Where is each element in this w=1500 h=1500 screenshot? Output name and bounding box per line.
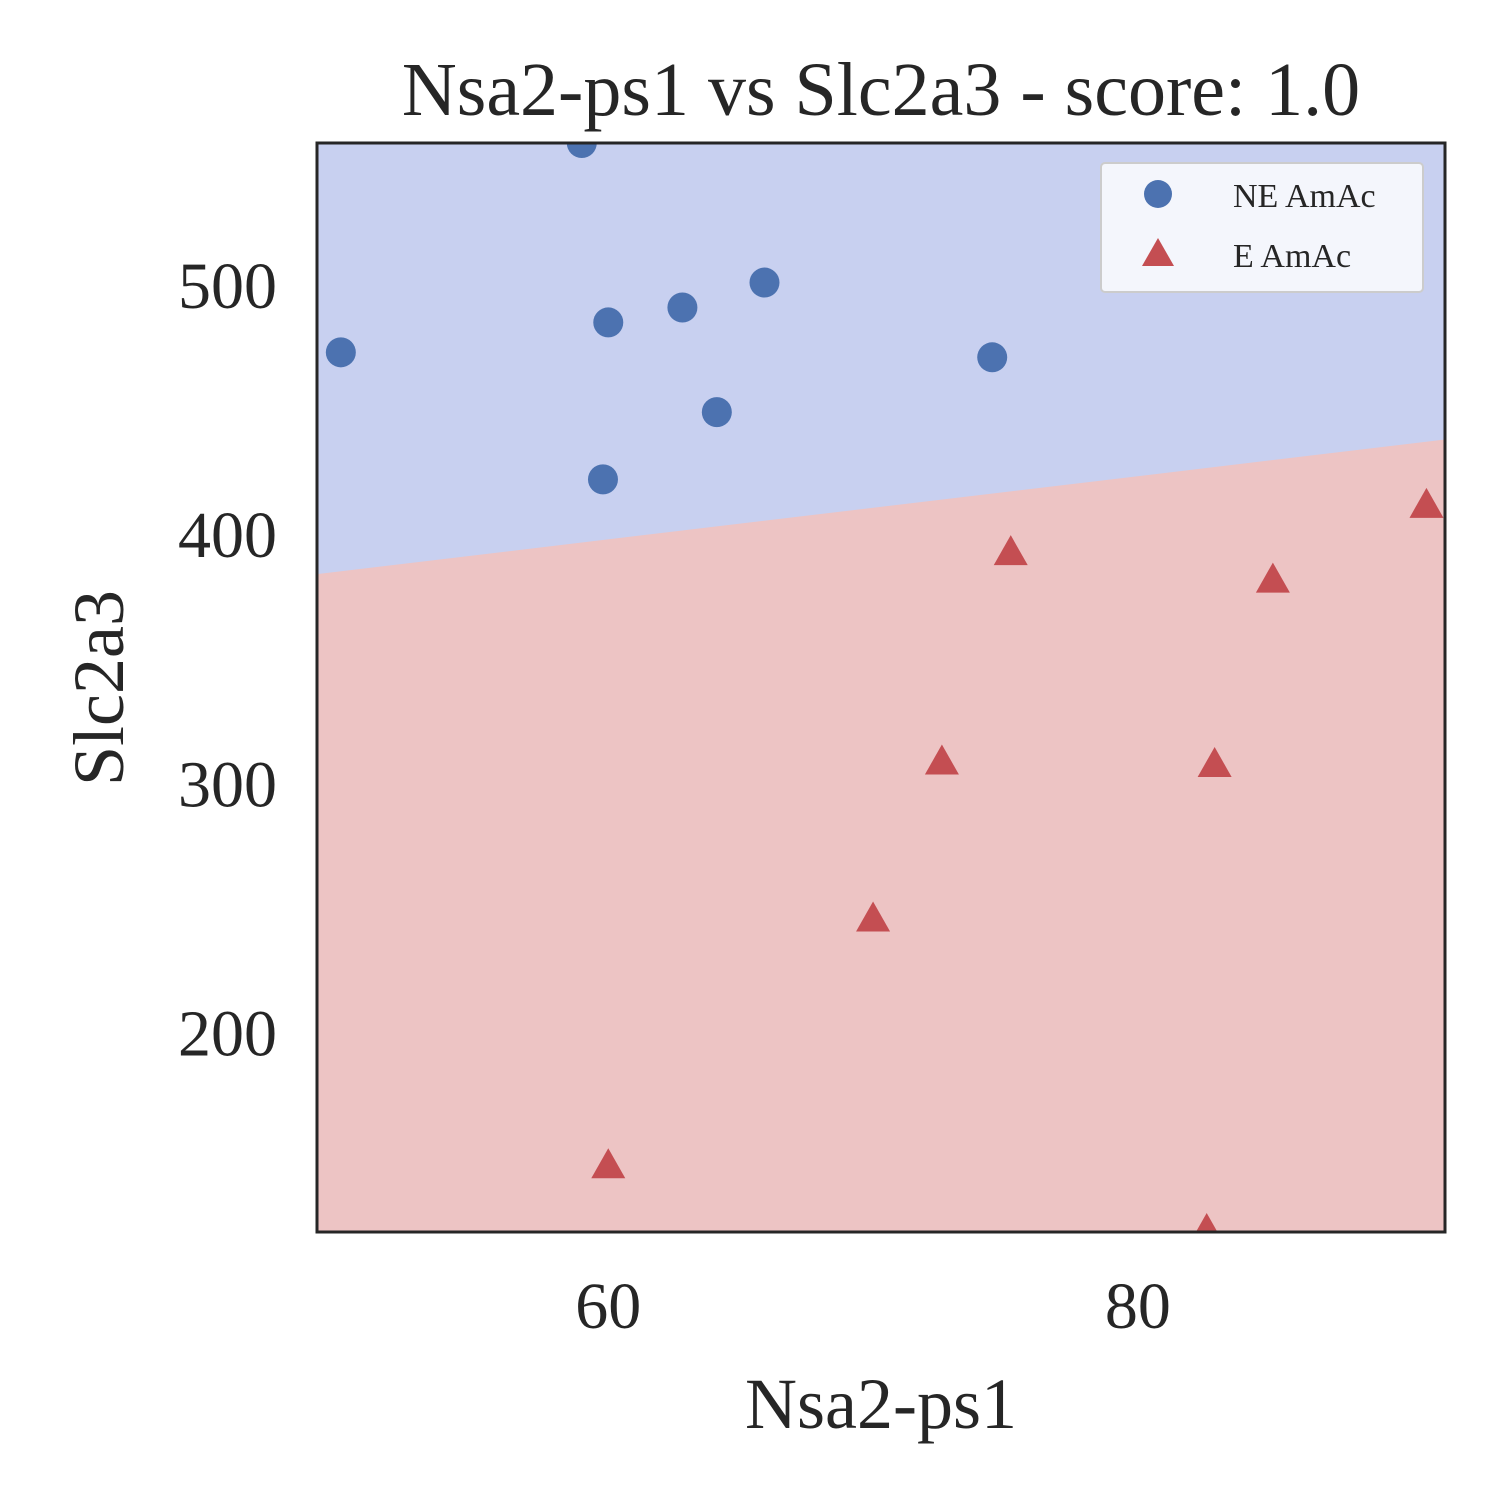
e-amac-point <box>856 901 891 932</box>
x-axis-label: Nsa2-ps1 <box>745 1364 1017 1444</box>
legend-marker-e <box>1142 238 1174 266</box>
y-tick-label: 400 <box>178 499 277 572</box>
x-tick-label: 80 <box>1105 1270 1171 1343</box>
legend-marker-ne <box>1144 180 1172 208</box>
y-tick-label: 500 <box>178 250 277 323</box>
ne-amac-point <box>749 267 780 298</box>
ne-amac-point <box>701 397 732 428</box>
plot-frame <box>315 141 1447 1234</box>
e-amac-point <box>993 535 1028 566</box>
e-region <box>317 439 1445 1232</box>
points-layer <box>325 143 1444 1232</box>
ne-amac-point <box>325 337 356 368</box>
chart-title: Nsa2-ps1 vs Slc2a3 - score: 1.0 <box>402 48 1360 132</box>
y-ticks: 200 300 400 500 <box>178 250 277 1071</box>
ne-amac-point <box>587 464 618 495</box>
ne-amac-point <box>667 292 698 323</box>
y-tick-label: 200 <box>178 998 277 1071</box>
legend-label-ne: NE AmAc <box>1233 178 1376 215</box>
e-amac-point <box>1255 562 1290 593</box>
e-amac-point <box>1409 487 1444 518</box>
y-axis-label: Slc2a3 <box>59 590 139 786</box>
e-amac-point <box>1197 746 1232 777</box>
y-tick-label: 300 <box>178 748 277 821</box>
e-amac-point <box>924 744 959 775</box>
x-tick-label: 60 <box>575 1270 641 1343</box>
ne-amac-point <box>566 143 597 158</box>
x-ticks: 60 80 <box>575 1270 1171 1343</box>
ne-amac-point <box>977 342 1008 373</box>
legend-box <box>1100 162 1424 293</box>
e-amac-point <box>1195 1213 1218 1232</box>
legend-label-e: E AmAc <box>1233 238 1351 275</box>
e-amac-point <box>591 1148 626 1179</box>
legend: NE AmAc E AmAc <box>1100 162 1424 293</box>
ne-amac-point <box>593 307 624 338</box>
